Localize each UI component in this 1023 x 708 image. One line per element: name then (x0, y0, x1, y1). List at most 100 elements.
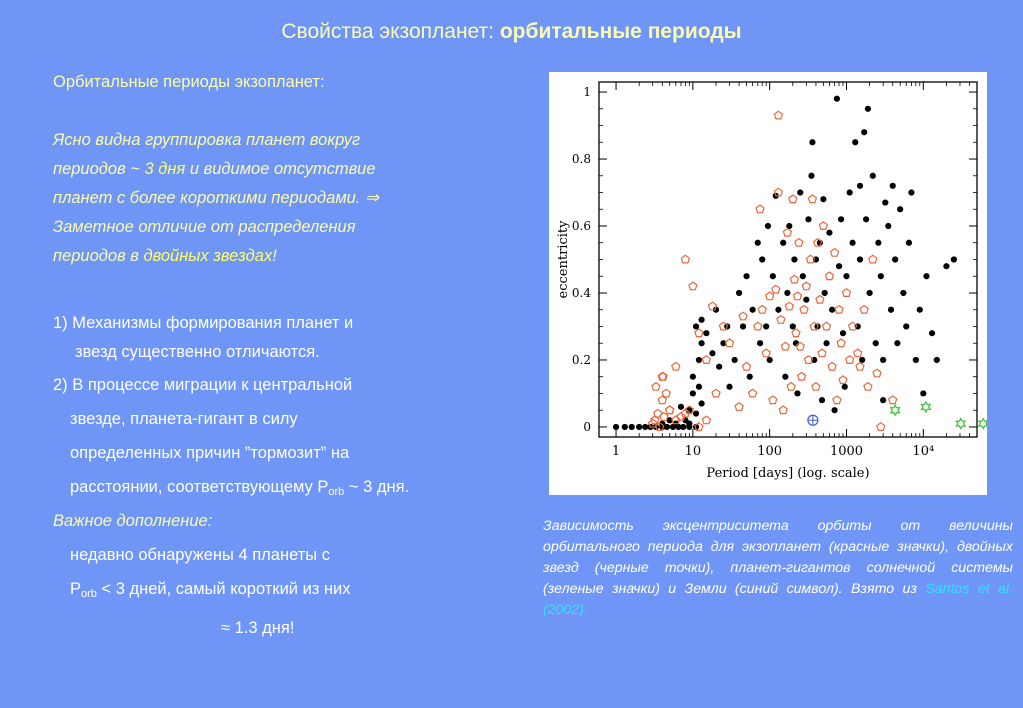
binary-star-point (908, 189, 915, 196)
left-text-block: Орбитальные периоды экзопланет: Ясно вид… (53, 68, 523, 643)
caption-text: Зависимость эксцентриситета орбиты от ве… (543, 518, 1013, 597)
binary-star-point (689, 373, 696, 380)
binary-star-point (821, 289, 828, 297)
binary-star-point (764, 222, 772, 230)
binary-star-point (933, 356, 940, 364)
exoplanet-point (789, 274, 800, 284)
binary-star-point (726, 383, 733, 390)
binary-star-point (739, 323, 747, 330)
exoplanet-point (815, 294, 825, 304)
binary-star-point (686, 420, 693, 427)
exoplanet-point (887, 395, 898, 405)
x-tick-label: 1000 (830, 444, 863, 459)
binary-star-point (794, 390, 801, 397)
binary-star-point (763, 323, 770, 330)
item2-line-1: 2) В процессе миграции к центральной (53, 376, 353, 394)
y-axis-label: eccentricity (556, 220, 571, 299)
exoplanet-point (657, 395, 668, 405)
exoplanet-point (664, 405, 675, 415)
binary-star-point (786, 222, 793, 230)
exoplanet-point (776, 314, 786, 324)
binary-star-point (628, 423, 635, 431)
binary-star-point (803, 296, 810, 303)
exoplanet-point (834, 304, 844, 314)
exoplanet-point (829, 247, 840, 257)
title-normal: Свойства экзопланет: (281, 20, 500, 43)
binary-star-point (861, 129, 868, 136)
binary-star-point (780, 239, 787, 246)
exoplanet-point (773, 110, 784, 120)
binary-star-point (846, 189, 853, 196)
exoplanet-point (768, 395, 778, 405)
binary-star-point (689, 390, 696, 397)
exoplanet-point (836, 338, 846, 348)
solar-giant-point (955, 417, 967, 430)
exoplanet-point (701, 415, 712, 425)
important-addition-label: Важное дополнение: (53, 512, 213, 530)
binary-star-point (680, 423, 687, 431)
exoplanet-point (863, 381, 873, 391)
binary-star-point (835, 263, 843, 270)
exoplanet-point (803, 355, 814, 364)
x-tick-label: 1 (612, 444, 620, 459)
exoplanet-point (872, 368, 882, 378)
exoplanet-point (694, 328, 704, 338)
binary-star-point (912, 356, 919, 364)
exoplanet-point (671, 361, 681, 371)
x-axis-label: Period [days] (log. scale) (706, 466, 869, 481)
exoplanet-point (653, 408, 663, 418)
italic-line-1: Ясно видна группировка планет вокруг (53, 131, 361, 149)
binary-star-point (897, 206, 904, 213)
binary-star-point (877, 273, 884, 280)
exoplanet-point (782, 227, 793, 237)
exoplanet-point (876, 422, 886, 431)
exoplanet-point (852, 348, 863, 358)
exoplanet-point (741, 361, 752, 371)
binary-star-point (698, 316, 705, 323)
binary-star-point (928, 330, 936, 337)
binary-star-point (839, 330, 847, 337)
santos-link[interactable]: Santos et al. (2002). (543, 581, 1014, 618)
binary-star-point (756, 340, 764, 347)
binary-star-point (892, 256, 899, 263)
item1-line-1: 1) Механизмы формирования планет и (53, 314, 354, 332)
exoplanet-point (707, 301, 718, 311)
exoplanet-point (786, 381, 796, 391)
exoplanet-point (757, 304, 767, 314)
binary-star-point (880, 397, 887, 404)
binary-star-point (642, 423, 649, 431)
exoplanet-point (838, 375, 848, 385)
exoplanet-point (817, 348, 827, 358)
italic-line-2: периодов ~ 3 дня и видимое отсутствие (53, 160, 376, 178)
binary-star-point (869, 172, 876, 179)
exoplanet-point (792, 291, 803, 301)
binary-star-point (885, 222, 892, 230)
exoplanet-point (780, 341, 791, 351)
eccentricity-period-plot: 1 10 100 1000 10⁴ 0 0.2 0.4 0.6 0.8 1 Period [days]… (549, 72, 989, 495)
binary-star-point (677, 403, 685, 410)
binary-star-point (920, 390, 927, 397)
item2-line-2: звезде, планета-гигант в силу (70, 410, 298, 428)
binary-star-point (663, 423, 671, 431)
binary-star-point (887, 306, 895, 313)
binary-star-point (769, 273, 776, 280)
binary-star-point (692, 410, 700, 417)
exoplanet-point (651, 381, 661, 391)
y-tick-label: 1 (583, 85, 591, 99)
exoplanet-point (799, 304, 809, 314)
binary-star-point (695, 383, 703, 390)
binary-star-point (943, 263, 950, 270)
exoplanet-point (659, 411, 669, 421)
italic-line-4: Заметное отличие от распределения (53, 218, 356, 236)
binary-star-point (831, 407, 838, 414)
exoplanet-point (684, 405, 695, 415)
binary-star-point (829, 306, 836, 313)
exoplanet-point (773, 187, 784, 197)
binary-star-point (716, 363, 723, 370)
binary-star-point (766, 356, 773, 364)
exoplanet-point (847, 321, 858, 331)
exoplanet-point (855, 361, 865, 371)
exoplanet-point (661, 388, 671, 398)
binary-star-point (818, 397, 826, 404)
exoplanet-point (764, 291, 775, 301)
